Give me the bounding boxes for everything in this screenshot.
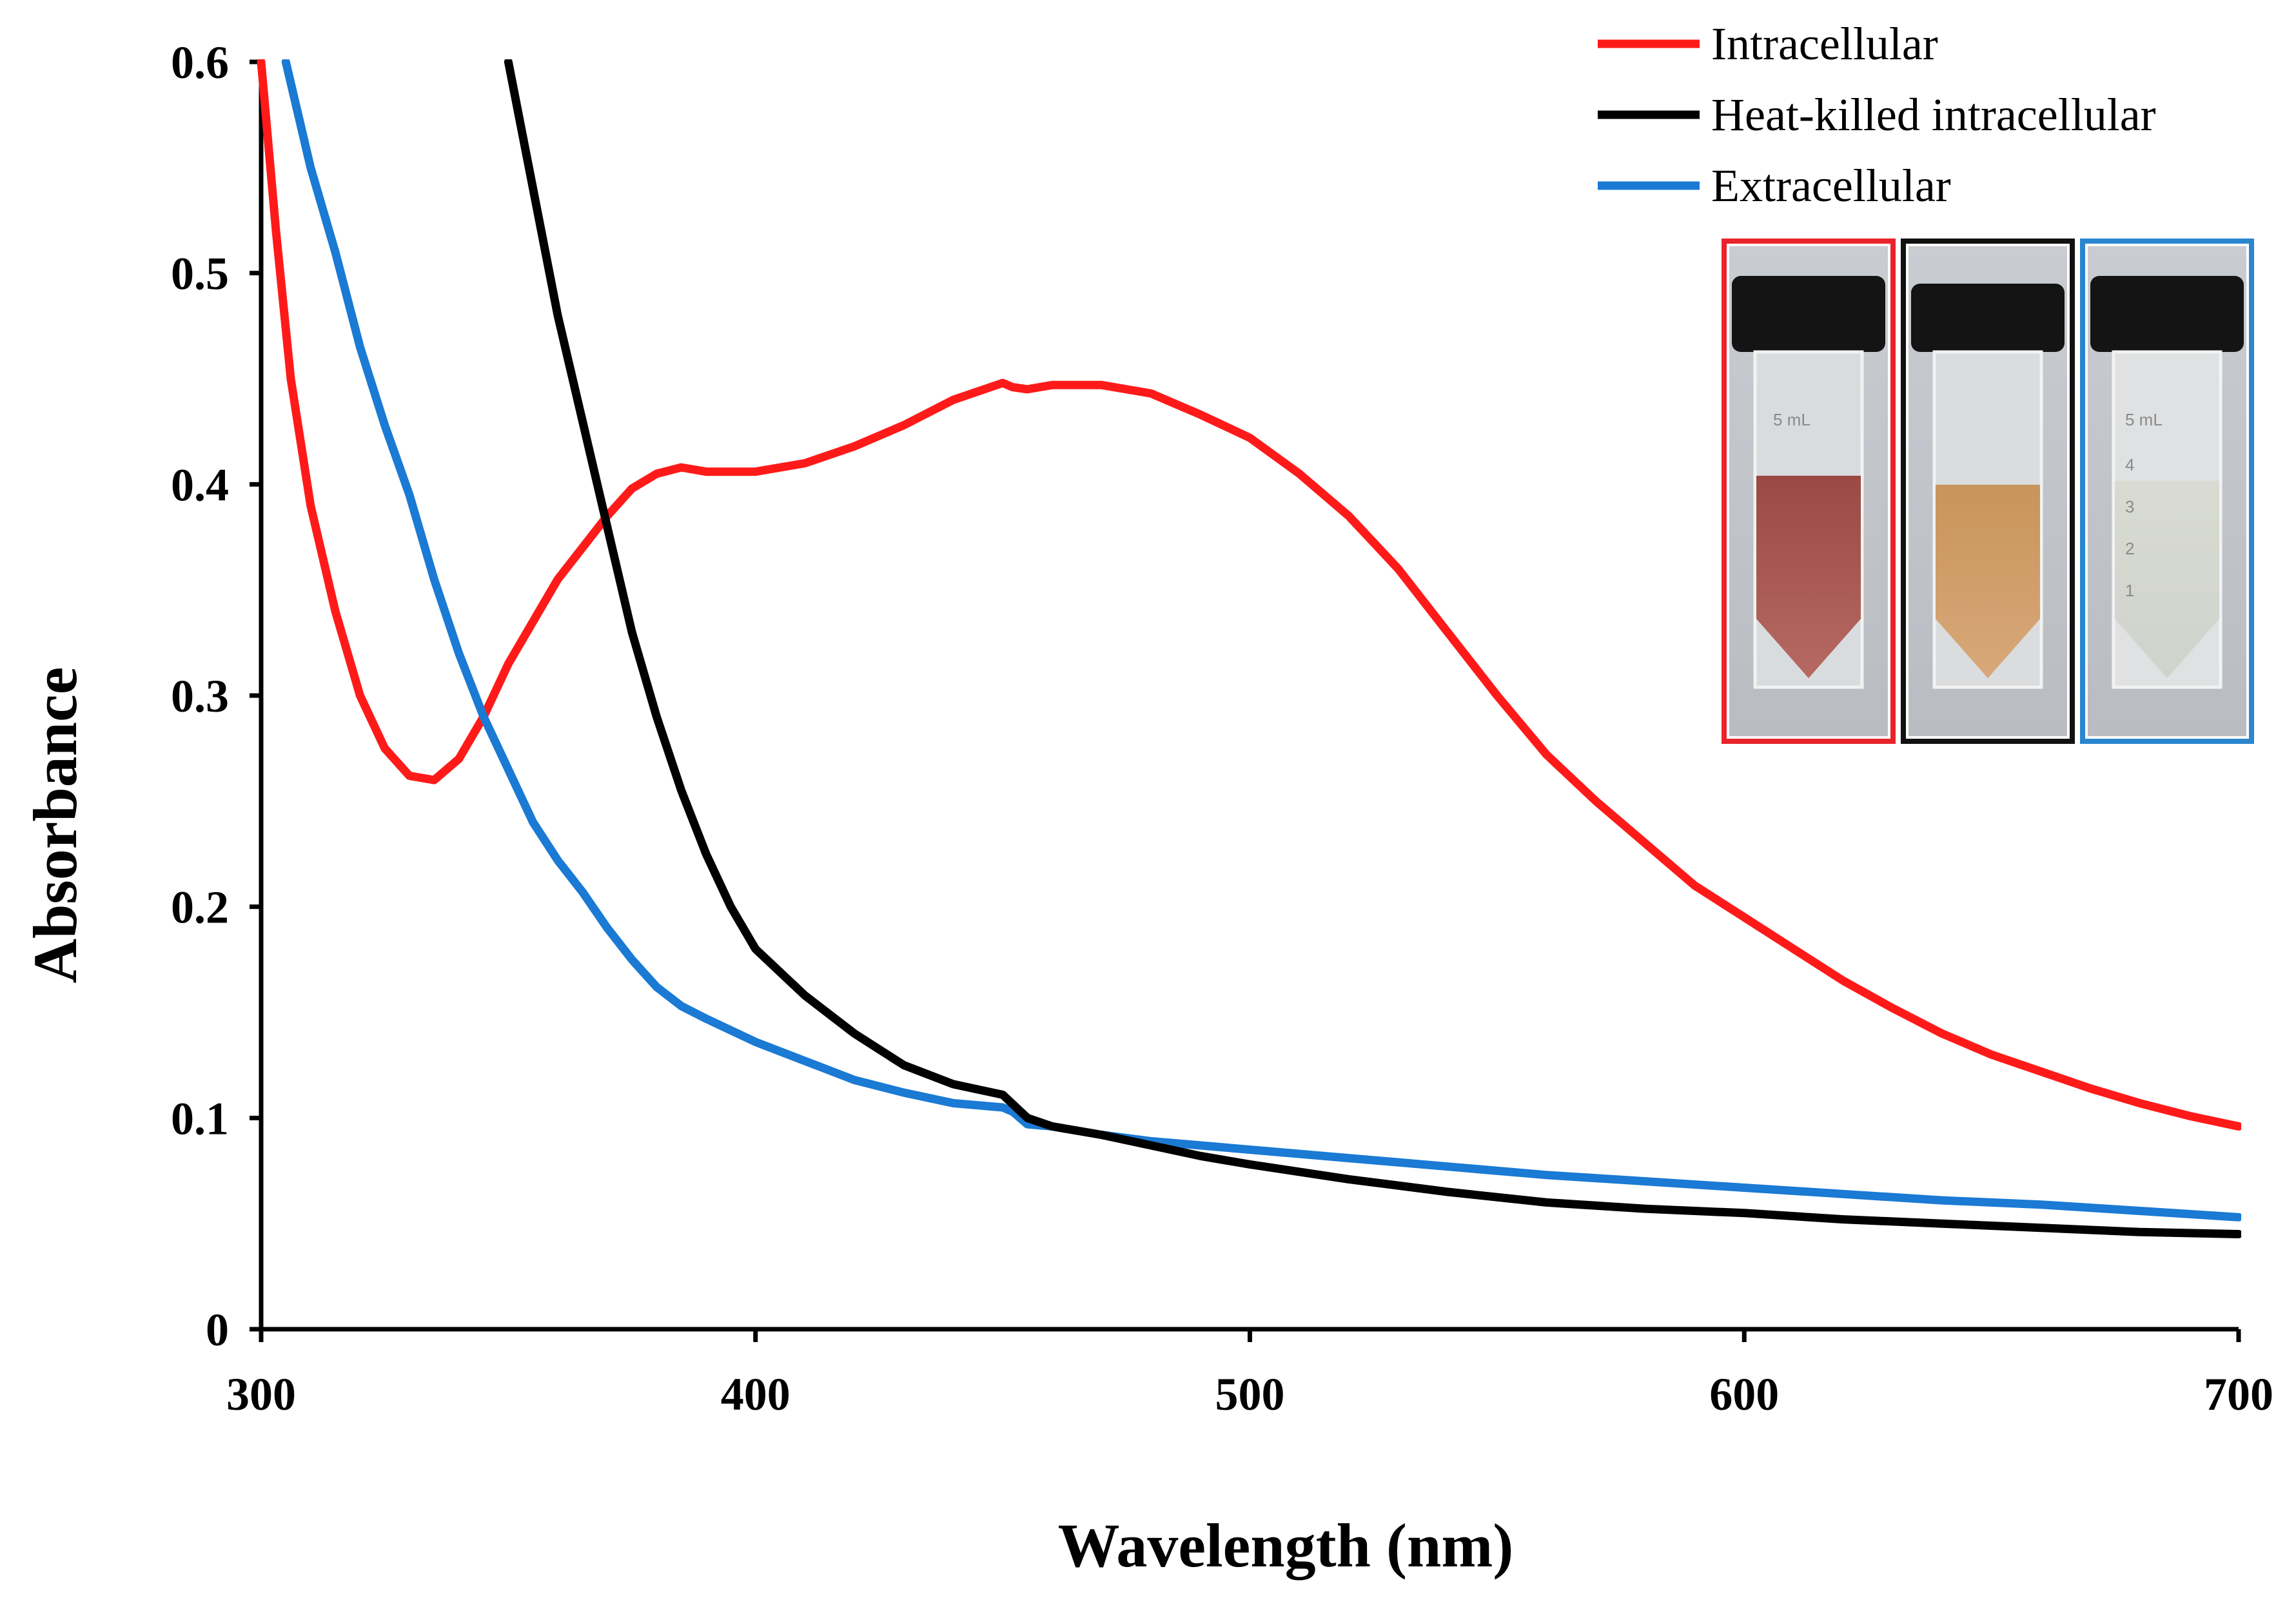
vial-photo-inset: 5 mL 5 mL 4 3 2 1	[1722, 239, 2254, 744]
vial-graduation-label: 2	[2125, 539, 2134, 558]
x-tick-label: 300	[226, 1369, 296, 1420]
vial-graduation-label: 3	[2125, 497, 2134, 516]
legend: Intracellular Heat-killed intracellular Ex…	[1598, 18, 2156, 211]
vial-graduation-label: 4	[2125, 455, 2134, 474]
legend-label: Heat-killed intracellular	[1711, 89, 2156, 141]
x-axis-title: Wavelength (nm)	[1058, 1511, 1514, 1580]
series-line-intracellular	[257, 59, 2241, 1131]
x-tick-label: 400	[721, 1369, 790, 1420]
vial-graduation-label: 5 mL	[2125, 410, 2163, 429]
y-tick-label: 0.6	[171, 37, 229, 88]
vial-graduation-label: 5 mL	[1773, 410, 1810, 429]
series-line-extracellular	[281, 59, 2241, 1222]
y-tick-label: 0.5	[171, 248, 229, 300]
y-tick-label: 0.4	[171, 459, 229, 511]
series-lines	[257, 59, 2241, 1238]
x-ticks: 300 400 500 600 700	[226, 1329, 2273, 1420]
vial-graduation-label: 1	[2125, 581, 2134, 600]
legend-label: Intracellular	[1711, 18, 1938, 70]
y-ticks: 0 0.1 0.2 0.3 0.4 0.5 0.6	[171, 37, 261, 1356]
vial-photo-extracellular: 5 mL 4 3 2 1	[2080, 239, 2254, 744]
vial-photo-intracellular: 5 mL	[1722, 239, 1896, 744]
legend-label: Extracellular	[1711, 160, 1951, 211]
series-line-heat-killed-intracellular	[504, 59, 2241, 1238]
vial-photo-heat-killed	[1901, 239, 2075, 744]
y-tick-label: 0	[206, 1304, 229, 1356]
y-tick-label: 0.2	[171, 882, 229, 933]
y-tick-label: 0.1	[171, 1093, 229, 1144]
y-axis-title: Absorbance	[21, 667, 90, 984]
x-tick-label: 700	[2204, 1369, 2273, 1420]
y-tick-label: 0.3	[171, 670, 229, 722]
x-tick-label: 500	[1215, 1369, 1285, 1420]
x-tick-label: 600	[1709, 1369, 1779, 1420]
